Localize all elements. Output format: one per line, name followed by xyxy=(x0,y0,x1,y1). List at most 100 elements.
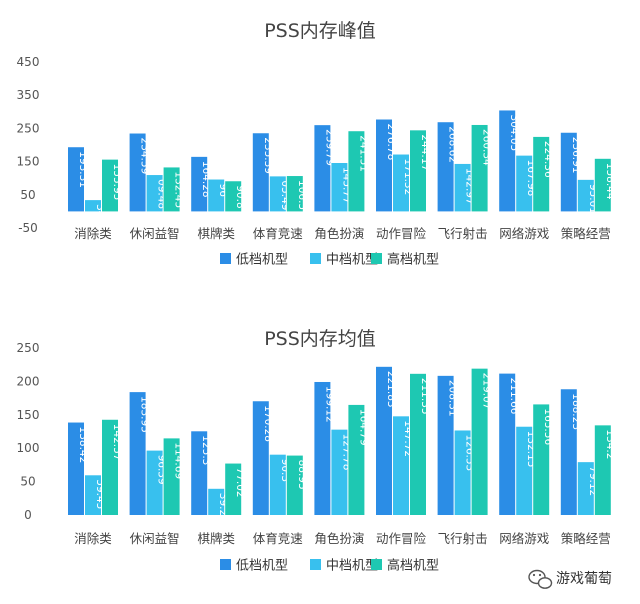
category-label: 飞行射击 xyxy=(438,226,488,241)
bar-mid xyxy=(577,179,594,212)
bar-value-label: 234.59 xyxy=(139,138,151,175)
bar-high xyxy=(471,368,488,515)
legend-swatch-mid xyxy=(310,559,321,570)
category-label: 网络游戏 xyxy=(499,531,549,546)
bar-value-label: 138.42 xyxy=(77,427,89,464)
y-tick-label: 0 xyxy=(24,508,32,522)
bar-high xyxy=(348,131,365,212)
bar-value-label: 211.35 xyxy=(419,378,431,415)
bar-mid xyxy=(208,179,225,212)
bar-value-label: 165.56 xyxy=(542,408,554,445)
bar-low xyxy=(560,389,577,515)
bar-value-label: 158.44 xyxy=(604,163,616,200)
bar-high xyxy=(102,419,118,515)
category-label: 体育竞速 xyxy=(253,531,304,546)
bar-high xyxy=(225,181,242,212)
bar-high xyxy=(410,130,426,212)
bar-low xyxy=(314,125,331,212)
bar-value-label: 304.05 xyxy=(508,114,520,151)
bar-high xyxy=(471,124,488,212)
y-tick-label: 250 xyxy=(17,341,40,355)
bar-low xyxy=(376,119,392,212)
y-tick-label: 150 xyxy=(17,155,40,169)
legend-swatch-high xyxy=(371,253,382,264)
category-label: 棋牌类 xyxy=(197,226,235,241)
legend-label-low: 低档机型 xyxy=(236,559,288,574)
bar-value-label: 106.5 xyxy=(296,180,308,210)
bar-high xyxy=(163,438,180,515)
y-tick-label: 50 xyxy=(20,188,35,202)
bar-value-label: 221.83 xyxy=(385,371,397,408)
bar-mid xyxy=(331,429,348,515)
bar-low xyxy=(191,156,208,212)
bar-high xyxy=(410,373,426,515)
bar-value-label: 244.17 xyxy=(419,134,431,171)
chart-title: PSS内存峰值 xyxy=(264,20,376,42)
bar-mid xyxy=(577,462,594,515)
bar-value-label: 219.07 xyxy=(481,373,493,410)
bar-low xyxy=(437,375,454,515)
bar-mid xyxy=(146,175,163,212)
wechat-icon xyxy=(528,569,553,589)
category-label: 策略经营 xyxy=(561,226,611,241)
bar-value-label: 90.8 xyxy=(234,185,246,208)
bar-high xyxy=(533,404,550,515)
legend-label-mid: 中档机型 xyxy=(326,253,378,268)
bar-low xyxy=(252,133,269,212)
bar-value-label: 199.12 xyxy=(323,386,335,423)
bar-mid xyxy=(393,154,409,212)
bar-mid xyxy=(454,430,471,515)
bar-low xyxy=(68,147,84,212)
bar-value-label: 88.95 xyxy=(296,460,308,490)
bar-value-label: 276.78 xyxy=(385,124,397,161)
bar-high xyxy=(594,425,611,515)
category-label: 休闲益智 xyxy=(130,226,180,241)
chart-title: PSS内存均值 xyxy=(264,328,376,350)
watermark: 游戏葡萄 xyxy=(528,569,612,589)
bar-mid xyxy=(516,426,533,515)
legend-label-low: 低档机型 xyxy=(236,253,288,268)
legend-swatch-mid xyxy=(310,253,321,264)
category-label: 角色扮演 xyxy=(314,531,364,546)
bar-mid xyxy=(208,488,225,515)
bar-value-label: 114.69 xyxy=(173,442,185,479)
bar-mid xyxy=(331,163,348,212)
y-tick-label: 200 xyxy=(17,374,40,388)
y-tick-label: 150 xyxy=(17,408,40,422)
bar-value-label: 188.23 xyxy=(570,393,582,430)
category-label: 消除类 xyxy=(74,531,112,546)
bar-high xyxy=(102,159,118,212)
category-label: 网络游戏 xyxy=(499,226,549,241)
bar-value-label: 193.31 xyxy=(77,151,89,188)
bar-value-label: 260.34 xyxy=(481,129,493,166)
bar-low xyxy=(252,401,269,515)
bar-low xyxy=(314,381,331,515)
bar-low xyxy=(437,122,454,212)
legend-label-high: 高档机型 xyxy=(387,252,439,268)
watermark-text: 游戏葡萄 xyxy=(556,571,612,587)
category-label: 动作冒险 xyxy=(376,531,427,546)
bar-low xyxy=(376,366,392,515)
category-label: 体育竞速 xyxy=(253,226,304,241)
category-label: 消除类 xyxy=(74,226,112,241)
bar-mid xyxy=(454,163,471,212)
legend-label-high: 高档机型 xyxy=(387,558,439,574)
bar-value-label: 224.36 xyxy=(542,141,554,178)
bar-value-label: 164.79 xyxy=(357,409,369,446)
bar-high xyxy=(348,404,365,515)
bar-value-label: 208.31 xyxy=(447,380,459,417)
bar-low xyxy=(499,110,516,212)
bar-low xyxy=(560,132,577,212)
bar-value-label: 132.45 xyxy=(173,171,185,208)
category-label: 角色扮演 xyxy=(314,226,364,241)
bar-high xyxy=(286,176,303,212)
bar-high xyxy=(594,158,611,212)
legend-swatch-low xyxy=(220,253,231,264)
y-tick-label: 50 xyxy=(20,475,35,489)
bar-mid xyxy=(269,176,286,212)
category-label: 休闲益智 xyxy=(130,531,180,546)
legend-label-mid: 中档机型 xyxy=(326,559,378,574)
bar-low xyxy=(191,431,208,515)
bar-value-label: 125.3 xyxy=(200,435,212,465)
bar-value-label: 155.95 xyxy=(111,164,123,201)
